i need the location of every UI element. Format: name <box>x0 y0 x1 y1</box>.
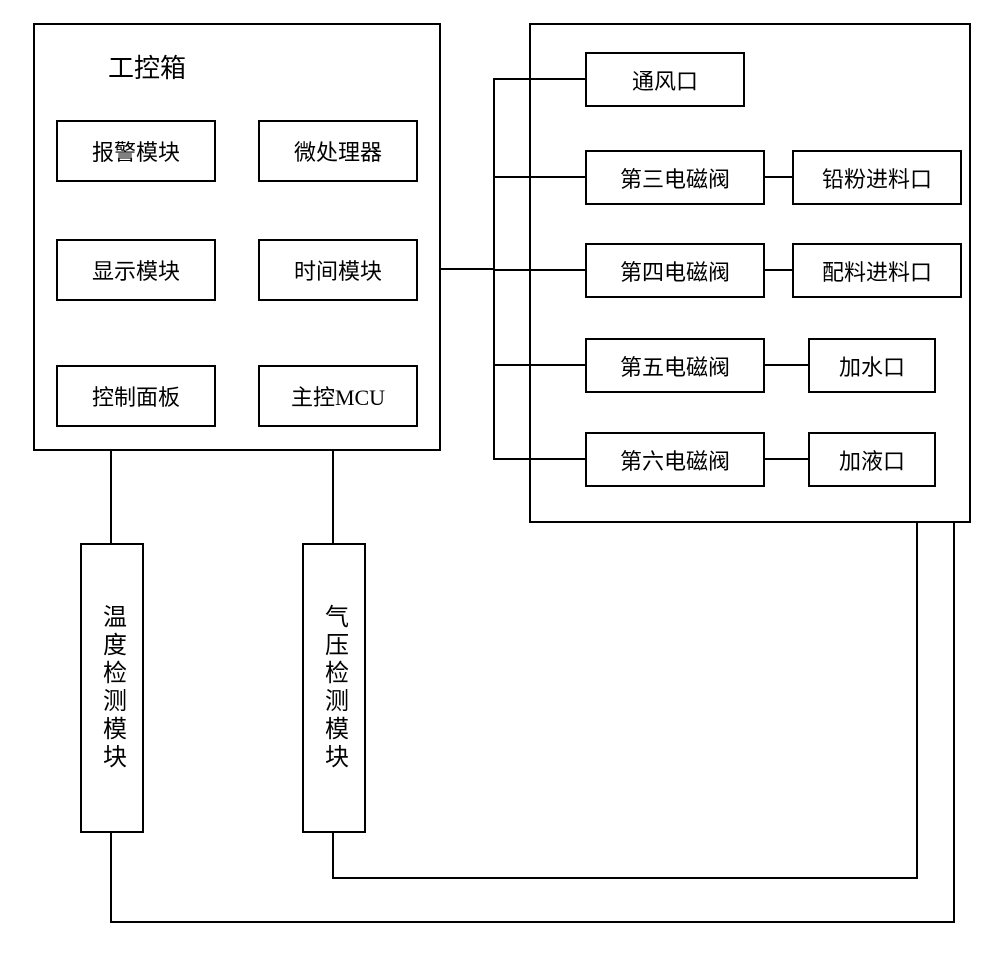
alarm-module: 报警模块 <box>56 120 216 182</box>
conn-valve4 <box>493 269 585 271</box>
conn-v4-inlet <box>765 269 792 271</box>
conn-right-down-inner <box>916 523 918 879</box>
system-diagram: 工控箱 报警模块 微处理器 显示模块 时间模块 控制面板 主控MCU 通风口 第… <box>0 0 1000 967</box>
mcu-label: 主控MCU <box>291 380 385 412</box>
microprocessor-module: 微处理器 <box>258 120 418 182</box>
conn-to-temp <box>110 451 112 543</box>
valve6-box: 第六电磁阀 <box>585 432 765 487</box>
temp-detect-label: 温度检测模块 <box>95 604 130 772</box>
conn-valve3 <box>493 176 585 178</box>
conn-valve5 <box>493 364 585 366</box>
valve5-label: 第五电磁阀 <box>620 350 730 382</box>
conn-right-down-outer <box>953 523 955 923</box>
display-label: 显示模块 <box>92 254 180 286</box>
valve3-box: 第三电磁阀 <box>585 150 765 205</box>
liquid-inlet-label: 加液口 <box>839 444 905 476</box>
conn-left-to-bus <box>441 268 495 270</box>
pressure-detect-module: 气压检测模块 <box>302 543 366 833</box>
valve4-label: 第四电磁阀 <box>620 255 730 287</box>
alarm-label: 报警模块 <box>92 135 180 167</box>
liquid-inlet-box: 加液口 <box>808 432 936 487</box>
conn-to-pressure <box>332 451 334 543</box>
vent-box: 通风口 <box>585 52 745 107</box>
conn-bottom-outer <box>110 921 955 923</box>
valve5-box: 第五电磁阀 <box>585 338 765 393</box>
left-container-title: 工控箱 <box>108 48 186 85</box>
lead-inlet-label: 铅粉进料口 <box>822 162 932 194</box>
lead-inlet-box: 铅粉进料口 <box>792 150 962 205</box>
display-module: 显示模块 <box>56 239 216 301</box>
valve3-label: 第三电磁阀 <box>620 162 730 194</box>
water-inlet-label: 加水口 <box>839 350 905 382</box>
time-label: 时间模块 <box>294 254 382 286</box>
vent-label: 通风口 <box>632 64 698 96</box>
ingredient-inlet-label: 配料进料口 <box>822 255 932 287</box>
ingredient-inlet-box: 配料进料口 <box>792 243 962 298</box>
water-inlet-box: 加水口 <box>808 338 936 393</box>
conn-v5-inlet <box>765 364 808 366</box>
time-module: 时间模块 <box>258 239 418 301</box>
conn-valve6 <box>493 458 585 460</box>
microprocessor-label: 微处理器 <box>294 135 382 167</box>
conn-vent <box>493 78 585 80</box>
conn-bottom-inner <box>332 877 918 879</box>
conn-pressure-down <box>332 833 334 879</box>
mcu-module: 主控MCU <box>258 365 418 427</box>
control-panel-label: 控制面板 <box>92 380 180 412</box>
control-panel-module: 控制面板 <box>56 365 216 427</box>
conn-v6-inlet <box>765 458 808 460</box>
pressure-detect-label: 气压检测模块 <box>317 604 352 772</box>
valve6-label: 第六电磁阀 <box>620 444 730 476</box>
conn-temp-down <box>110 833 112 923</box>
temp-detect-module: 温度检测模块 <box>80 543 144 833</box>
valve4-box: 第四电磁阀 <box>585 243 765 298</box>
conn-v3-inlet <box>765 176 792 178</box>
